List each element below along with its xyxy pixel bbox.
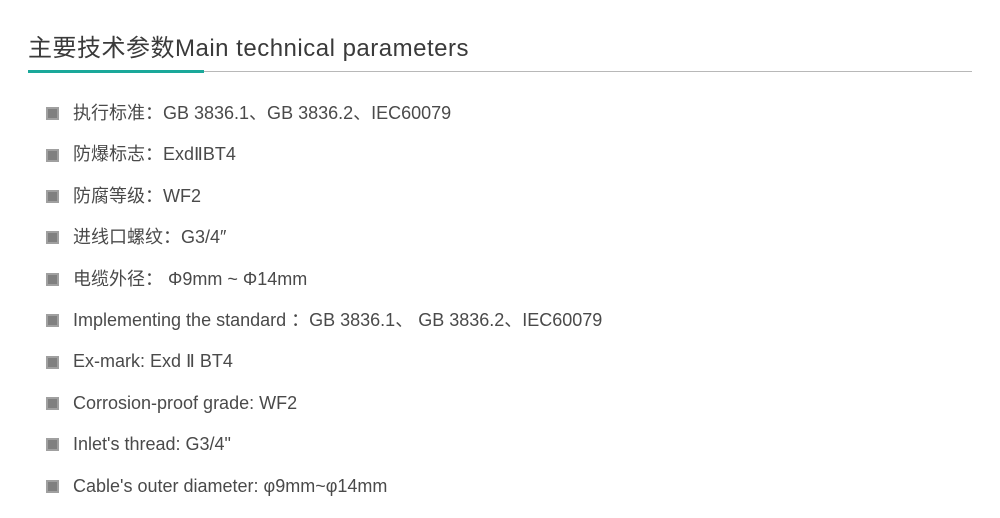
square-bullet-icon xyxy=(46,190,59,203)
list-item: 防爆标志：ExdⅡBT4 xyxy=(46,143,972,166)
header-block: 主要技术参数Main technical parameters xyxy=(28,28,972,72)
list-item: Inlet's thread: G3/4" xyxy=(46,433,972,456)
list-item: 执行标准：GB 3836.1、GB 3836.2、IEC60079 xyxy=(46,102,972,125)
list-item-text: Inlet's thread: G3/4" xyxy=(73,433,231,456)
square-bullet-icon xyxy=(46,231,59,244)
square-bullet-icon xyxy=(46,149,59,162)
list-item: Corrosion-proof grade: WF2 xyxy=(46,392,972,415)
list-item: Implementing the standard ：GB 3836.1、 GB… xyxy=(46,309,972,332)
list-item-text: Corrosion-proof grade: WF2 xyxy=(73,392,297,415)
square-bullet-icon xyxy=(46,397,59,410)
list-item: Cable's outer diameter: φ9mm~φ14mm xyxy=(46,475,972,498)
square-bullet-icon xyxy=(46,356,59,369)
list-item-text: Cable's outer diameter: φ9mm~φ14mm xyxy=(73,475,387,498)
list-item: Ex-mark: Exd Ⅱ BT4 xyxy=(46,350,972,373)
square-bullet-icon xyxy=(46,107,59,120)
list-item-text: Implementing the standard ：GB 3836.1、 GB… xyxy=(73,309,602,332)
parameter-list: 执行标准：GB 3836.1、GB 3836.2、IEC60079 防爆标志：E… xyxy=(28,102,972,498)
list-item: 电缆外径： Φ9mm ~ Φ14mm xyxy=(46,268,972,291)
list-item-text: 防爆标志：ExdⅡBT4 xyxy=(73,143,236,166)
list-item: 进线口螺纹：G3/4″ xyxy=(46,226,972,249)
list-item-text: 进线口螺纹：G3/4″ xyxy=(73,226,226,249)
page-title: 主要技术参数Main technical parameters xyxy=(28,28,972,71)
title-underline xyxy=(28,71,972,72)
list-item-text: Ex-mark: Exd Ⅱ BT4 xyxy=(73,350,233,373)
square-bullet-icon xyxy=(46,314,59,327)
list-item-text: 电缆外径： Φ9mm ~ Φ14mm xyxy=(73,268,307,291)
square-bullet-icon xyxy=(46,438,59,451)
list-item: 防腐等级：WF2 xyxy=(46,185,972,208)
list-item-text: 防腐等级：WF2 xyxy=(73,185,201,208)
square-bullet-icon xyxy=(46,480,59,493)
title-underline-accent xyxy=(28,70,204,73)
square-bullet-icon xyxy=(46,273,59,286)
list-item-text: 执行标准：GB 3836.1、GB 3836.2、IEC60079 xyxy=(73,102,451,125)
